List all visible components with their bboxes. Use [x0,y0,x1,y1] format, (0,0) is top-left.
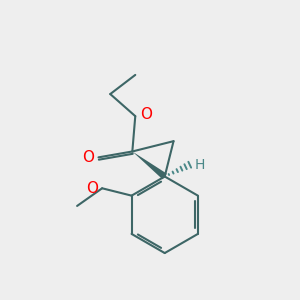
Text: H: H [194,158,205,172]
Text: O: O [82,150,94,165]
Text: O: O [141,107,153,122]
Text: O: O [86,181,98,196]
Polygon shape [132,152,167,179]
